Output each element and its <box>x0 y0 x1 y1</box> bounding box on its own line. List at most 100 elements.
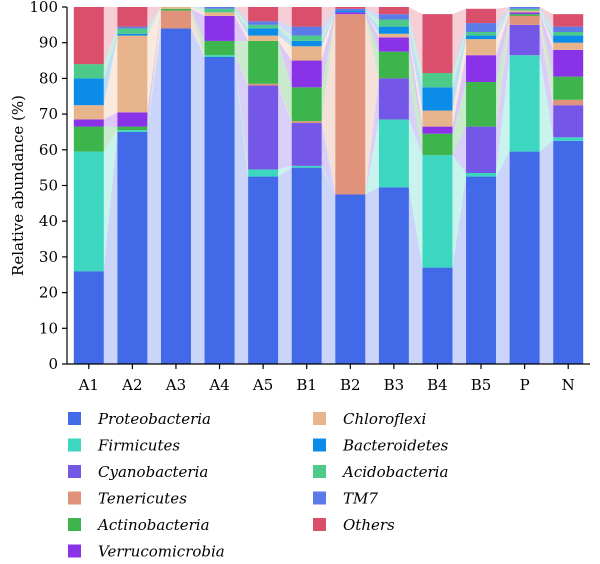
x-tick-label-a4: A4 <box>208 376 229 394</box>
y-ticks: 0 10 20 30 40 50 60 70 80 90 100 <box>29 0 67 373</box>
bar-segment-a2-firmicutes <box>117 130 148 132</box>
legend-swatch <box>68 412 81 425</box>
bar-segment-n-tenericutes <box>553 99 584 106</box>
bar-segment-a3-actinobacteria <box>160 8 191 11</box>
bar-segment-a1-acidobacteria <box>73 64 104 79</box>
bar-segment-n-verrucomicrobia <box>553 49 584 77</box>
flow-band-tm7-p <box>539 7 554 32</box>
x-tick-label-p: P <box>520 376 530 394</box>
bar-segment-a2-proteobacteria <box>117 131 148 364</box>
bar-segment-b1-cyanobacteria <box>291 123 322 166</box>
legend-swatch <box>68 465 81 478</box>
bar-segment-n-acidobacteria <box>553 31 584 36</box>
flow-band-cyanobacteria-b3 <box>408 78 423 156</box>
bar-segment-a4-firmicutes <box>204 55 235 57</box>
bar-segment-a1-actinobacteria <box>73 126 104 152</box>
flow-band-acidobacteria-b2 <box>365 10 379 27</box>
flow-band-verrucomicrobia-a3 <box>190 8 205 41</box>
bar-segment-a2-acidobacteria <box>117 28 148 34</box>
bar-segment-p-acidobacteria <box>509 8 540 11</box>
flow-band-proteobacteria-b3 <box>408 187 423 364</box>
x-tick-label-n: N <box>562 376 575 394</box>
flow-band-actinobacteria-p <box>539 14 554 100</box>
flow-band-tenericutes-b5 <box>496 15 510 127</box>
flow-band-proteobacteria-b1 <box>321 167 336 364</box>
flow-band-acidobacteria-b1 <box>321 10 336 41</box>
flow-band-tenericutes-a4 <box>234 55 249 86</box>
flow-band-acidobacteria-b4 <box>452 31 467 88</box>
bar-segment-n-proteobacteria <box>553 140 584 364</box>
flow-band-bacteroidetes-b1 <box>321 10 336 47</box>
flow-band-proteobacteria-a2 <box>147 28 161 364</box>
bar-segment-b2-tenericutes <box>335 14 366 195</box>
legend-item-cyanobacteria: Cyanobacteria <box>68 463 208 481</box>
legend-item-actinobacteria: Actinobacteria <box>68 516 210 534</box>
y-tick-label: 10 <box>39 319 58 337</box>
flow-band-proteobacteria-a3 <box>190 28 205 364</box>
flow-band-chloroflexi-b4 <box>452 39 467 127</box>
flow-band-tm7-a3 <box>190 7 205 9</box>
legend-label: Actinobacteria <box>96 516 210 534</box>
flow-band-tm7-b1 <box>321 8 336 36</box>
flow-band-others-a2 <box>147 7 161 27</box>
flow-band-verrucomicrobia-p <box>539 12 554 77</box>
x-tick-label-a2: A2 <box>121 376 142 394</box>
bar-segment-b3-bacteroidetes <box>378 26 409 34</box>
flow-band-bacteroidetes-a1 <box>103 33 118 106</box>
flow-band-tm7-b4 <box>452 23 467 74</box>
flow-band-chloroflexi-a2 <box>147 7 161 113</box>
bar-segment-b5-chloroflexi <box>466 39 497 56</box>
y-tick-label: 0 <box>48 355 58 373</box>
flow-band-tm7-a5 <box>278 21 292 36</box>
bar-segment-n-actinobacteria <box>553 76 584 100</box>
legend-label: Firmicutes <box>97 437 180 455</box>
bar-segment-b1-tenericutes <box>291 121 322 124</box>
flow-band-firmicutes-b2 <box>365 119 379 195</box>
y-tick-label: 80 <box>39 69 58 87</box>
flow-band-verrucomicrobia-b4 <box>452 55 467 134</box>
flow-band-verrucomicrobia-a4 <box>234 15 249 41</box>
bar-segment-p-tm7 <box>509 7 540 9</box>
flow-band-tenericutes-p <box>539 15 554 106</box>
flow-band-proteobacteria-a1 <box>103 131 118 364</box>
flow-band-tenericutes-a5 <box>278 83 292 124</box>
bar-segment-p-verrucomicrobia <box>509 12 540 15</box>
flow-band-acidobacteria-b3 <box>408 19 423 88</box>
x-tick-label-b5: B5 <box>471 376 492 394</box>
flow-band-acidobacteria-b5 <box>496 8 510 36</box>
x-ticks: A1 A2 A3 A4 A5 B1 B2 B3 B4 B5 P N <box>78 364 575 394</box>
bar-segment-a5-chloroflexi <box>248 35 279 41</box>
x-tick-label-b3: B3 <box>384 376 405 394</box>
flow-band-tenericutes-b1 <box>321 14 336 195</box>
flow-band-firmicutes-b5 <box>496 55 510 177</box>
bar-segment-a5-proteobacteria <box>248 176 279 364</box>
bar-segment-a4-tm7 <box>204 7 235 9</box>
flow-band-tm7-a1 <box>103 26 118 65</box>
bar-segment-b4-acidobacteria <box>422 73 453 88</box>
bar-segment-a2-verrucomicrobia <box>117 112 148 127</box>
flow-band-firmicutes-b3 <box>408 119 423 268</box>
bar-segment-a5-acidobacteria <box>248 24 279 29</box>
legend-label: TM7 <box>343 490 378 508</box>
bar-segment-a5-tenericutes <box>248 83 279 86</box>
flow-band-proteobacteria-p <box>539 140 554 364</box>
bar-segment-a4-verrucomicrobia <box>204 15 235 41</box>
flow-band-bacteroidetes-b3 <box>408 26 423 111</box>
bar-segment-b4-others <box>422 14 453 74</box>
legend: Proteobacteria Firmicutes Cyanobacteria Ten… <box>68 410 449 561</box>
flow-band-actinobacteria-a1 <box>103 126 118 152</box>
flow-band-tm7-b3 <box>408 14 423 74</box>
flow-band-cyanobacteria-b2 <box>365 78 379 195</box>
flow-band-actinobacteria-b3 <box>408 51 423 156</box>
flow-band-verrucomicrobia-a2 <box>147 8 161 127</box>
flow-band-firmicutes-p <box>539 55 554 152</box>
y-tick-label: 100 <box>29 0 58 16</box>
flow-band-others-a5 <box>278 7 292 27</box>
legend-label: Verrucomicrobia <box>98 543 225 561</box>
flow-band-firmicutes-a1 <box>103 130 118 272</box>
bar-segment-b5-others <box>466 8 497 24</box>
legend-swatch <box>68 518 81 531</box>
flow-band-actinobacteria-a3 <box>190 8 205 56</box>
legend-item-proteobacteria: Proteobacteria <box>68 410 211 428</box>
